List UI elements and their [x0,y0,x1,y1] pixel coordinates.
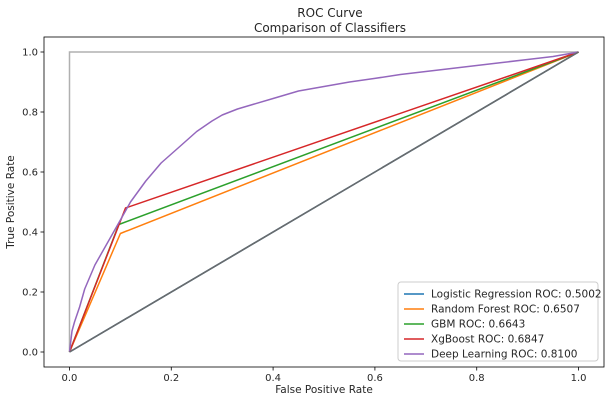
y-tick-label: 0.4 [22,228,38,239]
series-line-3 [68,51,579,353]
y-tick-label: 0.0 [22,348,38,359]
reference-line-perfect [68,51,579,352]
x-tick-label: 0.0 [62,373,78,384]
x-tick-label: 0.4 [265,373,281,384]
y-tick-label: 0.6 [22,168,38,179]
legend-box [397,281,599,362]
legend-items: Logistic Regression ROC: 0.5002 Random Fo… [404,289,602,361]
x-tick-label: 0.6 [367,373,383,384]
chart-title: ROC Curve [297,6,362,20]
x-axis-label: False Positive Rate [275,384,373,396]
plot-area-border [43,36,605,368]
x-tick-label: 0.8 [469,373,485,384]
series-line-1 [68,51,579,353]
series-line-4 [68,51,579,353]
legend-label-2: GBM ROC: 0.6643 [431,319,525,331]
y-axis-label: True Positive Rate [5,155,17,250]
y-tick-label: 0.2 [22,288,38,299]
chart-subtitle: Comparison of Classifiers [254,21,406,35]
legend-label-0: Logistic Regression ROC: 0.5002 [431,289,602,301]
y-axis-ticks: 0.0 0.2 0.4 0.6 0.8 1.0 [22,48,44,359]
x-tick-label: 1.0 [571,373,587,384]
x-axis-ticks: 0.0 0.2 0.4 0.6 0.8 1.0 [62,367,587,384]
plot-lines [68,51,579,353]
legend: Logistic Regression ROC: 0.5002 Random Fo… [397,281,602,362]
y-tick-label: 1.0 [22,48,38,59]
legend-label-4: Deep Learning ROC: 0.8100 [431,349,577,361]
legend-label-1: Random Forest ROC: 0.6507 [431,304,580,316]
x-tick-label: 0.2 [163,373,179,384]
reference-line-diagonal-top [69,51,579,353]
legend-label-3: XgBoost ROC: 0.6847 [431,334,544,346]
y-tick-label: 0.8 [22,108,38,119]
